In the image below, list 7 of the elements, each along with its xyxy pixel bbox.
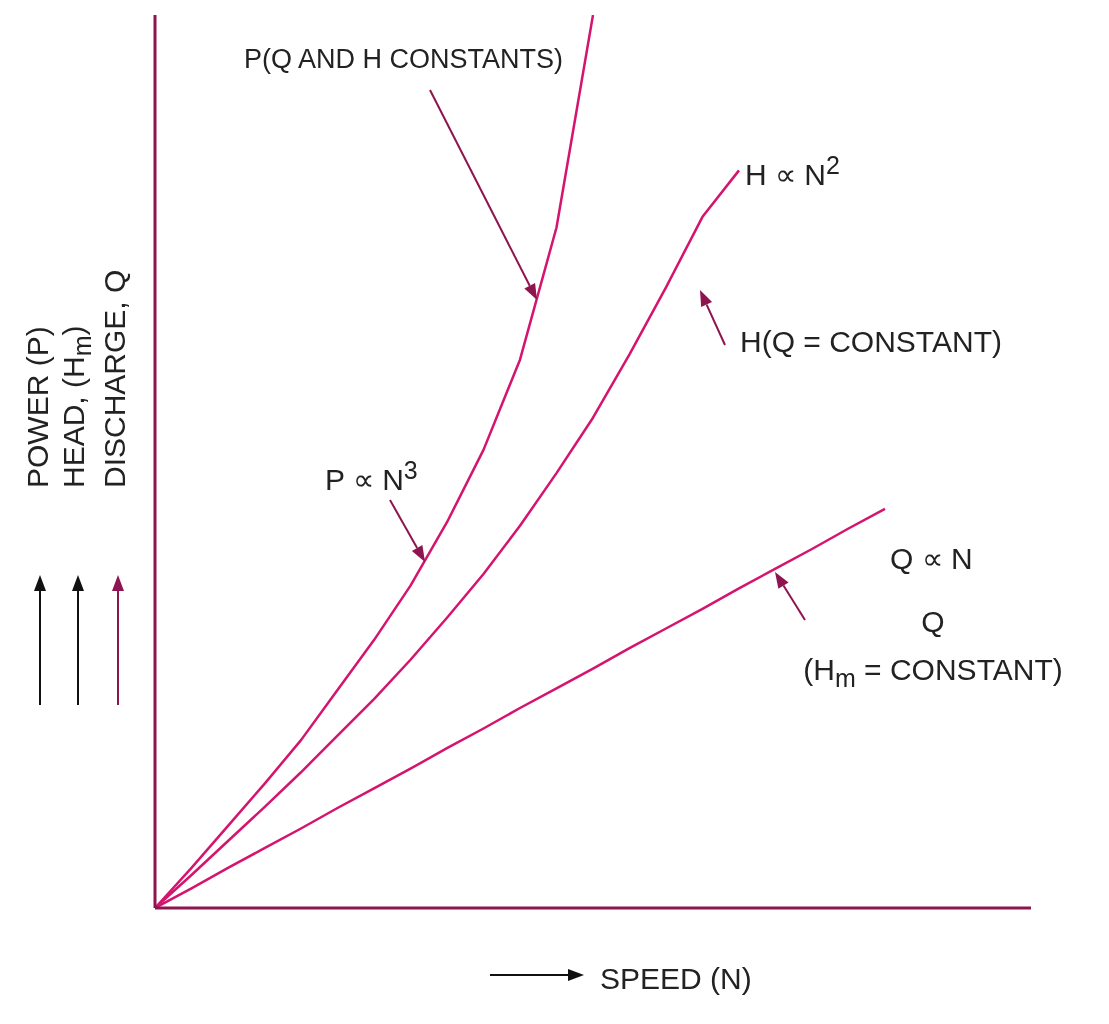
text: Q (H$_{m}$ = CONSTANT) <box>803 605 1063 692</box>
annotation: P ∝ N$^{3}$ <box>325 455 418 498</box>
annotation: H(Q = CONSTANT) <box>740 324 1002 360</box>
x-axis-title: SPEED (N) <box>600 961 752 997</box>
annotation: P(Q AND H CONSTANTS) <box>244 43 564 76</box>
annotation: Q ∝ N <box>890 541 973 577</box>
annotation: H ∝ N$^{2}$ <box>745 150 840 193</box>
